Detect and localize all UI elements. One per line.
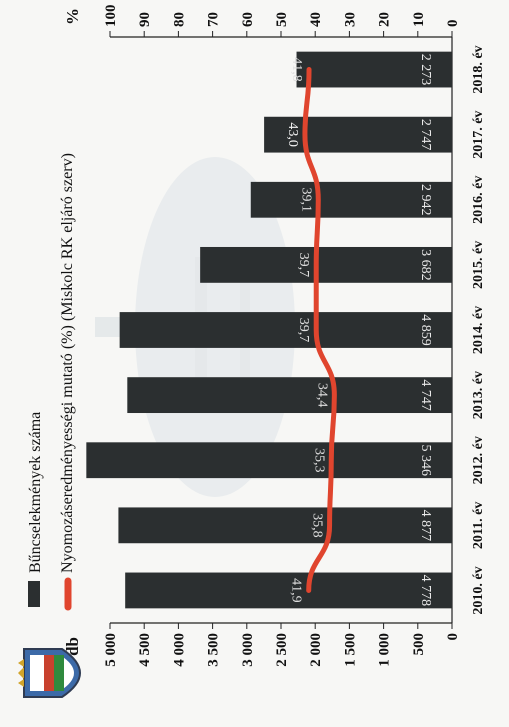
right-axis-tick-label: 10: [411, 12, 427, 27]
left-axis-tick-label: 500: [411, 633, 427, 656]
bar: [250, 181, 452, 218]
line-value-label: 35,3: [311, 448, 326, 473]
bar-value-label: 5 346: [418, 444, 433, 476]
left-axis-tick-label: 3 000: [240, 633, 256, 667]
right-axis-tick-label: 90: [137, 12, 153, 27]
line-point: [314, 328, 318, 332]
left-axis-tick-label: 2 000: [308, 633, 324, 667]
right-axis-tick-label: 20: [377, 12, 393, 27]
left-axis-tick-label: 4 000: [171, 633, 187, 667]
left-axis-tick-label: 2 500: [274, 633, 290, 667]
bar-value-label: 2 942: [418, 184, 433, 216]
bar: [127, 377, 452, 414]
bar-value-label: 4 859: [418, 314, 433, 346]
line-value-label: 39,7: [296, 318, 311, 343]
line-point: [328, 523, 332, 527]
bar-value-label: 3 682: [418, 249, 433, 281]
line-point: [316, 198, 320, 202]
bar: [296, 51, 452, 88]
left-axis-tick-label: 5 000: [103, 633, 119, 667]
right-axis-unit: %: [63, 8, 82, 25]
line-point: [307, 68, 311, 72]
line-point: [303, 133, 307, 137]
line-layer: 41,9 35,8 35,3 34,4 39,7 39,7 39,1 43,0 41,8: [285, 57, 337, 603]
right-axis-tick-label: 80: [171, 12, 187, 27]
line-value-label: 41,9: [289, 578, 304, 603]
bar-value-label: 4 877: [418, 510, 433, 542]
left-axis-tick-label: 1 000: [377, 633, 393, 667]
category-label: 2015. év: [471, 241, 486, 289]
line-point: [307, 588, 311, 592]
right-axis-tick-label: 50: [274, 12, 290, 27]
legend-swatch-bars: [28, 581, 40, 607]
category-label: 2012. év: [471, 436, 486, 484]
legend-label-bars: Bűncselekmények száma: [27, 412, 44, 573]
bar: [119, 312, 452, 348]
bar-value-label: 2 747: [418, 119, 433, 151]
line-value-label: 39,1: [298, 188, 313, 213]
bar: [264, 116, 452, 153]
bar: [125, 572, 452, 609]
category-label: 2010. év: [471, 566, 486, 614]
left-axis-tick-label: 3 500: [206, 633, 222, 667]
category-label: 2011. év: [471, 502, 486, 549]
line-value-label: 39,7: [296, 253, 311, 278]
bar-value-label: 4 747: [418, 379, 433, 411]
category-label: 2014. év: [471, 306, 486, 354]
bar-value-label: 2 273: [418, 54, 433, 86]
right-axis-tick-label: 30: [342, 12, 358, 27]
right-axis-tick-label: 60: [240, 12, 256, 27]
coat-of-arms-emblem: [18, 648, 81, 698]
bar: [86, 442, 453, 479]
category-label: 2013. év: [471, 371, 486, 419]
left-axis-tick-label: 0: [445, 633, 461, 641]
line-point: [332, 393, 336, 397]
left-axis-tick-label: 4 500: [137, 633, 153, 667]
line-point: [329, 458, 333, 462]
legend: Bűncselekmények száma Nyomozáseredményess…: [27, 153, 76, 611]
category-label: 2017. év: [471, 111, 486, 159]
bar: [118, 507, 452, 544]
line-point: [314, 263, 318, 267]
line-value-label: 35,8: [310, 513, 325, 538]
right-axis-tick-label: 40: [308, 12, 324, 27]
right-axis-tick-label: 0: [445, 20, 461, 28]
category-label: 2018. év: [471, 45, 486, 93]
line-value-label: 34,4: [314, 383, 329, 408]
line-value-label: 43,0: [285, 122, 300, 147]
line-value-label: 41,8: [289, 57, 304, 82]
left-axis-unit: db: [63, 637, 82, 656]
right-axis-tick-label: 70: [206, 12, 222, 27]
bars-layer: 4 778 4 877 5 346 4 747 4 859 3 682 2 942 2 747…: [86, 51, 453, 609]
left-axis-tick-label: 1 500: [342, 633, 358, 667]
category-label: 2016. év: [471, 176, 486, 224]
right-axis-tick-label: 100: [103, 5, 119, 28]
bar-value-label: 4 778: [418, 575, 433, 607]
legend-label-line: Nyomozáseredményességi mutató (%) (Misko…: [59, 153, 76, 573]
bar: [200, 246, 452, 283]
